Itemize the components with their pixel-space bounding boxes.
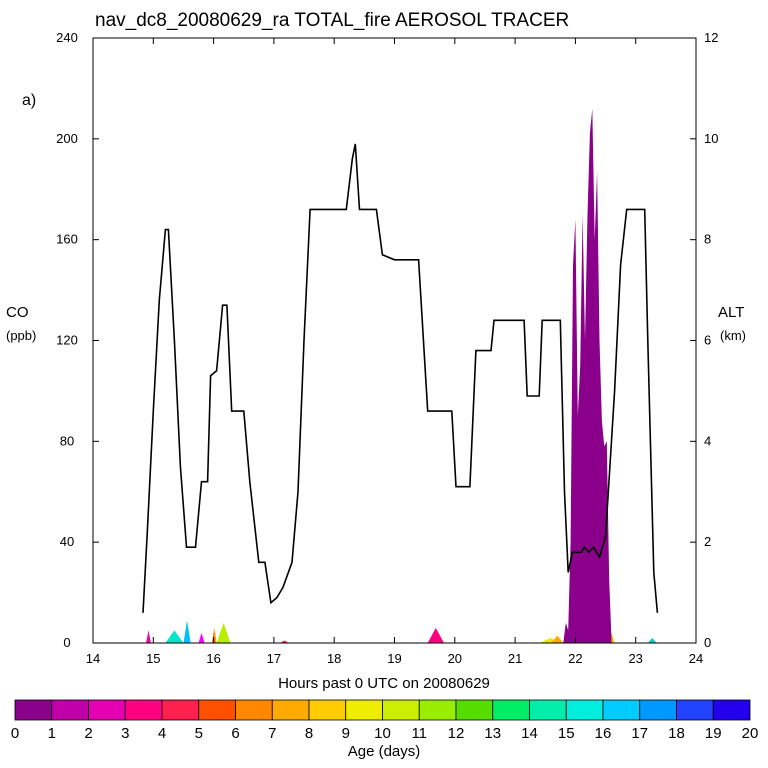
- y-right-tick-label: 2: [704, 534, 711, 549]
- colorbar-tick-label: 9: [342, 725, 350, 742]
- colorbar-swatch: [639, 699, 677, 721]
- x-tick-label: 20: [448, 651, 462, 666]
- colorbar-swatch: [529, 699, 567, 721]
- colorbar-swatch: [88, 699, 126, 721]
- x-tick-label: 24: [689, 651, 703, 666]
- colorbar-swatch: [308, 699, 347, 721]
- y-right-axis-unit: (km): [720, 328, 746, 343]
- colorbar-swatch: [51, 699, 89, 721]
- x-tick-label: 22: [568, 651, 582, 666]
- colorbar-tick-label: 1: [48, 725, 56, 742]
- colorbar-tick-label: 10: [374, 725, 391, 742]
- y-left-tick-label: 0: [63, 635, 70, 650]
- x-axis-ticks: 14 15 16 17 18 19 20 21 22 23 24: [86, 38, 703, 666]
- colorbar-tick-label: 6: [231, 725, 239, 742]
- y-left-tick-label: 40: [60, 534, 74, 549]
- colorbar-swatch: [345, 699, 383, 721]
- colorbar-tick-label: 14: [521, 725, 538, 742]
- colorbar-tick-label: 7: [268, 725, 276, 742]
- x-tick-label: 15: [146, 651, 160, 666]
- y-right-axis-label: ALT: [718, 304, 745, 321]
- x-tick-label: 21: [508, 651, 522, 666]
- colorbar-swatch: [455, 699, 494, 721]
- colorbar-swatch: [14, 699, 53, 721]
- colorbar-tick-label: 0: [11, 725, 19, 742]
- colorbar-swatch: [161, 699, 200, 721]
- tracer-patch: [551, 635, 564, 643]
- colorbar-tick-label: 16: [595, 725, 612, 742]
- colorbar-tick-label: 2: [84, 725, 92, 742]
- panel-label: a): [22, 92, 37, 109]
- colorbar: 0 1 2 3 4 5 6 7 8 9 10 11 12 13 14 15 16 17 18 19 20: [11, 699, 759, 742]
- x-tick-label: 14: [86, 651, 100, 666]
- colorbar-tick-label: 13: [484, 725, 501, 742]
- x-axis-label: Hours past 0 UTC on 20080629: [278, 675, 490, 692]
- y-left-tick-label: 200: [56, 131, 78, 146]
- tracer-patch: [198, 632, 205, 643]
- y-right-tick-label: 12: [704, 30, 718, 45]
- tracer-patch: [647, 637, 657, 643]
- x-tick-label: 19: [387, 651, 401, 666]
- colorbar-label: Age (days): [347, 743, 421, 760]
- altitude-line: [142, 143, 659, 613]
- y-axis-ticks: 0 40 80 120 160 200 240 0 2 4 6 8 10 12: [56, 30, 718, 650]
- tracer-patch: [211, 627, 217, 643]
- y-right-tick-label: 6: [704, 333, 711, 348]
- tracer-patch: [427, 627, 444, 643]
- tracer-patch: [165, 630, 184, 643]
- colorbar-tick-label: 18: [668, 725, 685, 742]
- y-left-axis-label: CO: [6, 304, 29, 321]
- y-left-tick-label: 80: [60, 433, 74, 448]
- colorbar-tick-label: 4: [158, 725, 166, 742]
- y-right-tick-label: 4: [704, 433, 711, 448]
- colorbar-swatch: [565, 699, 604, 721]
- colorbar-swatch: [382, 699, 420, 721]
- colorbar-tick-label: 11: [411, 725, 427, 742]
- colorbar-tick-label: 17: [631, 725, 648, 742]
- colorbar-swatch: [676, 699, 714, 721]
- colorbar-tick-label: 19: [705, 725, 722, 742]
- tracer-area-layer: [146, 108, 657, 644]
- colorbar-swatch: [712, 699, 751, 721]
- y-left-axis-unit: (ppb): [6, 328, 37, 343]
- tracer-patch: [146, 630, 151, 643]
- colorbar-tick-label: 8: [305, 725, 313, 742]
- tracer-patch: [183, 620, 191, 643]
- colorbar-swatch: [602, 699, 641, 721]
- tracer-patch: [216, 622, 231, 643]
- colorbar-tick-label: 12: [448, 725, 465, 742]
- colorbar-swatch: [418, 699, 457, 721]
- colorbar-tick-label: 20: [742, 725, 759, 742]
- y-right-tick-label: 8: [704, 232, 711, 247]
- x-tick-label: 16: [206, 651, 220, 666]
- tracer-patch: [279, 640, 289, 643]
- colorbar-tick-label: 3: [121, 725, 129, 742]
- y-left-tick-label: 240: [56, 30, 78, 45]
- y-right-tick-label: 10: [704, 131, 718, 146]
- x-tick-label: 17: [267, 651, 281, 666]
- colorbar-tick-label: 15: [558, 725, 575, 742]
- x-tick-label: 18: [327, 651, 341, 666]
- chart-title: nav_dc8_20080629_ra TOTAL_fire AEROSOL T…: [95, 10, 570, 31]
- y-left-tick-label: 160: [56, 232, 78, 247]
- y-left-tick-label: 120: [56, 333, 78, 348]
- x-tick-label: 23: [628, 651, 642, 666]
- tracer-main-area: [563, 108, 612, 644]
- colorbar-tick-label: 5: [195, 725, 203, 742]
- altitude-line-layer: [142, 143, 659, 613]
- colorbar-swatch: [271, 699, 310, 721]
- colorbar-swatch: [124, 699, 163, 721]
- colorbar-swatch: [492, 699, 530, 721]
- colorbar-swatch: [235, 699, 273, 721]
- y-right-tick-label: 0: [704, 635, 711, 650]
- colorbar-swatch: [198, 699, 236, 721]
